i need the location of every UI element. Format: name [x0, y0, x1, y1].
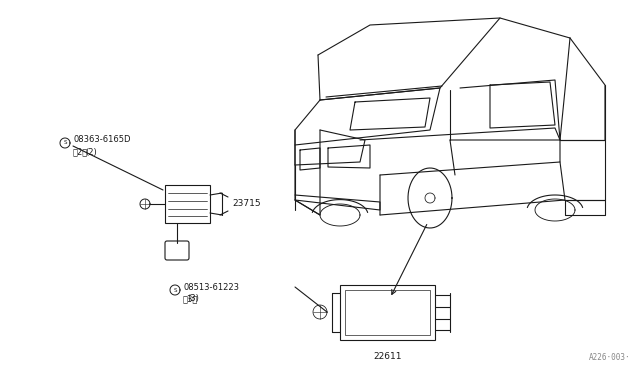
Text: S: S: [173, 288, 177, 292]
Bar: [165, 185, 210, 223]
Text: 〈2〉: 〈2〉: [73, 148, 88, 157]
Text: 22611: 22611: [373, 352, 402, 361]
Text: 08363-6165D: 08363-6165D: [73, 135, 131, 144]
Bar: [345, 290, 430, 335]
Text: (2): (2): [85, 148, 97, 157]
Text: S: S: [63, 141, 67, 145]
Bar: [340, 285, 435, 340]
Text: A226·003·: A226·003·: [588, 353, 630, 362]
Text: 08513-61223: 08513-61223: [183, 282, 239, 292]
Text: 〈3〉: 〈3〉: [183, 295, 198, 304]
Text: (3): (3): [187, 295, 199, 304]
Text: 23715: 23715: [232, 199, 260, 208]
